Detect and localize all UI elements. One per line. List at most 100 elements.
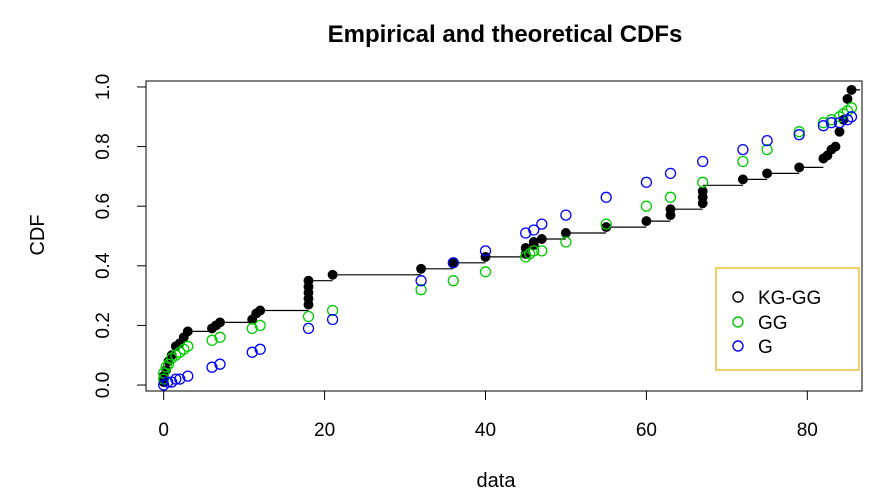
data-point-g	[254, 343, 266, 355]
data-point-g	[825, 117, 838, 129]
legend-label-gg: GG	[758, 313, 788, 334]
data-point-kg-gg	[834, 126, 845, 137]
x-axis-title: data	[477, 470, 517, 492]
data-point-g	[600, 191, 612, 203]
data-point-g	[302, 322, 315, 335]
data-point-kg-gg	[842, 93, 853, 104]
series-layer	[158, 84, 858, 391]
data-point-kg-gg	[536, 234, 547, 244]
data-point-kg-gg	[560, 228, 571, 238]
data-point-g	[479, 245, 492, 257]
data-point-gg	[664, 191, 677, 203]
legend-box	[715, 267, 860, 371]
data-point-kg-gg	[528, 237, 539, 247]
data-point-gg	[560, 236, 572, 248]
series-gg	[158, 102, 858, 385]
data-point-g	[640, 176, 653, 188]
data-point-gg	[697, 176, 709, 188]
data-point-g	[246, 346, 258, 358]
data-point-gg	[447, 275, 459, 287]
data-point-gg	[600, 218, 612, 230]
data-point-gg	[206, 334, 218, 346]
data-point-kg-gg	[215, 317, 225, 328]
y-tick-label: 0.4	[93, 252, 114, 279]
data-point-gg	[160, 361, 172, 373]
data-point-gg	[845, 102, 858, 114]
data-point-g	[737, 143, 749, 156]
data-point-kg-gg	[303, 275, 314, 286]
data-point-gg	[793, 126, 805, 138]
data-point-kg-gg	[794, 162, 805, 173]
data-point-gg	[246, 322, 258, 335]
data-point-gg	[817, 117, 830, 129]
x-tick-label: 20	[314, 420, 335, 441]
data-point-g	[845, 111, 858, 123]
data-point-g	[174, 373, 186, 385]
y-tick-label: 1.0	[93, 74, 114, 100]
data-point-g	[447, 257, 459, 269]
data-point-g	[170, 373, 182, 385]
data-point-g	[761, 134, 773, 147]
data-point-gg	[737, 155, 749, 168]
data-point-gg	[528, 245, 540, 257]
data-point-kg-gg	[416, 263, 427, 274]
data-point-g	[182, 370, 194, 382]
data-point-kg-gg	[697, 186, 708, 197]
data-point-g	[162, 376, 174, 388]
data-point-gg	[254, 319, 266, 332]
data-point-gg	[326, 304, 339, 317]
series-g	[158, 111, 858, 391]
data-point-kg-gg	[255, 305, 266, 316]
y-tick-label: 0.0	[93, 372, 114, 398]
data-point-g	[326, 313, 339, 326]
legend-marker-gg	[732, 316, 744, 328]
x-axis: 0 20 40 60 80	[158, 390, 818, 441]
legend-label-kg-gg: KG-GG	[758, 288, 821, 309]
y-tick-label: 0.8	[93, 133, 114, 159]
y-tick-label: 0.2	[93, 312, 114, 338]
data-point-gg	[479, 266, 492, 278]
data-point-gg	[761, 143, 773, 156]
y-tick-label: 0.6	[93, 193, 114, 219]
data-point-gg	[415, 284, 427, 296]
data-point-kg-gg	[641, 216, 652, 227]
legend: KG-GG GG G	[715, 267, 860, 371]
data-point-g	[520, 227, 532, 239]
x-tick-label: 0	[158, 420, 169, 441]
data-point-gg	[214, 331, 226, 343]
data-point-g	[415, 275, 427, 287]
data-point-g	[560, 209, 572, 221]
legend-marker-g	[732, 340, 744, 352]
data-point-kg-gg	[830, 141, 841, 152]
data-point-kg-gg	[762, 168, 773, 179]
data-point-g	[206, 361, 218, 373]
data-point-gg	[182, 340, 194, 352]
data-point-gg	[536, 245, 548, 257]
y-axis-title: CDF	[27, 214, 49, 255]
data-point-kg-gg	[737, 174, 748, 185]
chart-title: Empirical and theoretical CDFs	[328, 21, 683, 48]
data-point-kg-gg	[601, 222, 612, 233]
y-axis: 0.0 0.2 0.4 0.6 0.8 1.0	[93, 74, 147, 398]
data-point-kg-gg	[448, 257, 459, 268]
x-tick-label: 80	[797, 420, 818, 441]
data-point-g	[817, 120, 830, 132]
data-point-g	[528, 224, 540, 236]
data-point-g	[536, 218, 548, 230]
data-point-gg	[158, 367, 170, 379]
data-point-gg	[302, 310, 315, 323]
data-point-gg	[825, 114, 838, 126]
legend-marker-kg-gg	[732, 291, 744, 303]
data-point-kg-gg	[182, 326, 193, 337]
data-point-g	[793, 129, 805, 141]
data-point-kg-gg	[665, 204, 676, 215]
data-point-g	[697, 155, 709, 168]
data-point-g	[214, 358, 226, 370]
data-point-gg	[162, 358, 175, 370]
data-point-kg-gg	[846, 84, 857, 95]
legend-label-g: G	[758, 337, 773, 358]
data-point-g	[664, 167, 677, 180]
x-tick-label: 60	[636, 420, 657, 441]
data-point-g	[833, 117, 846, 129]
